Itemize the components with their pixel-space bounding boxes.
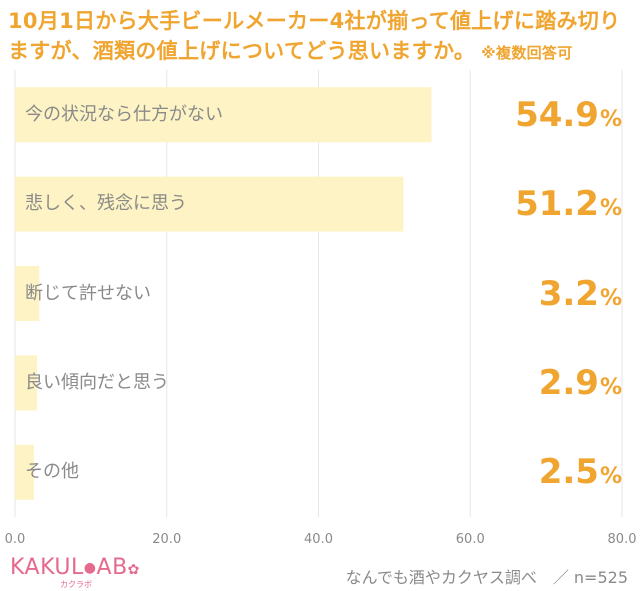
value-number: 3.2 <box>538 273 599 314</box>
source-note: なんでも酒やカクヤス調べ ／ n=525 <box>345 568 628 587</box>
x-tick-label: 40.0 <box>304 532 333 547</box>
value-unit: % <box>599 285 622 311</box>
title-note: ※複数回答可 <box>481 44 573 62</box>
category-label: 断じて許せない <box>25 282 151 304</box>
x-tick-label: 60.0 <box>455 532 485 547</box>
bar <box>15 444 34 500</box>
value-label: 2.9% <box>539 363 622 408</box>
category-label: その他 <box>25 461 79 483</box>
title-text: 10月1日から大手ビールメーカー4社が揃って値上げに踏み切りますが、酒類の値上げ… <box>8 9 621 63</box>
value-label: 3.2% <box>539 274 622 319</box>
bar <box>15 355 38 411</box>
value-label: 2.5% <box>539 452 622 497</box>
logo-text-ab: AB <box>96 555 128 580</box>
logo-subtitle: カクラボ <box>60 580 92 589</box>
bar <box>15 87 432 143</box>
bar <box>15 176 404 232</box>
bar <box>15 266 40 321</box>
logo-text: KAKUL <box>10 555 84 580</box>
kakulabo-logo: KAKUL●AB✿ <box>10 556 140 582</box>
logo-flower-icon: ✿ <box>127 562 140 578</box>
chart-title: 10月1日から大手ビールメーカー4社が揃って値上げに踏み切りますが、酒類の値上げ… <box>8 6 634 68</box>
value-unit: % <box>599 374 622 400</box>
x-tick-label: 20.0 <box>152 532 182 547</box>
value-label: 51.2% <box>515 184 622 229</box>
category-label: 今の状況なら仕方がない <box>25 103 223 125</box>
value-number: 2.9 <box>538 362 599 403</box>
x-tick-label: 0.0 <box>4 532 26 547</box>
logo-mark-icon: ● <box>83 560 97 576</box>
x-tick-label: 80.0 <box>607 532 637 547</box>
value-number: 51.2 <box>515 184 599 225</box>
value-number: 2.5 <box>538 452 599 493</box>
value-unit: % <box>599 196 622 222</box>
category-label: 悲しく、残念に思う <box>25 193 187 215</box>
value-unit: % <box>599 106 622 132</box>
value-number: 54.9 <box>515 94 599 135</box>
category-label: 良い傾向だと思う <box>25 371 169 393</box>
value-label: 54.9% <box>515 95 622 140</box>
value-unit: % <box>599 464 622 490</box>
